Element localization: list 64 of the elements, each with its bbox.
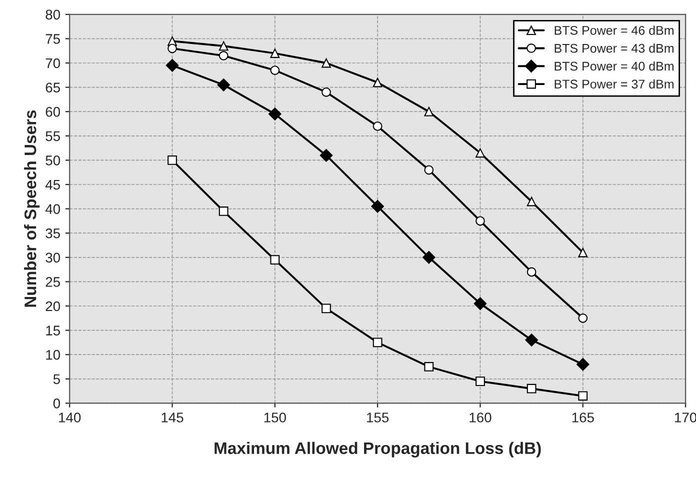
point xyxy=(372,338,382,348)
point xyxy=(476,216,485,226)
point xyxy=(424,165,434,175)
y-tick-label: 15 xyxy=(46,326,60,336)
point xyxy=(424,362,434,372)
point xyxy=(166,59,179,72)
point xyxy=(322,58,331,68)
point xyxy=(322,87,331,97)
point xyxy=(372,78,382,88)
point xyxy=(218,51,228,60)
point xyxy=(218,41,228,51)
y-tick-label: 55 xyxy=(46,131,60,142)
y-tick-label: 20 xyxy=(46,301,60,312)
point xyxy=(268,108,282,120)
y-tick-label: 75 xyxy=(46,34,60,44)
point xyxy=(476,148,485,158)
point xyxy=(424,106,434,116)
x-tick-label: 140 xyxy=(59,412,81,422)
point xyxy=(525,334,538,346)
point xyxy=(270,66,280,75)
x-tick-label: 150 xyxy=(264,412,286,422)
y-tick-label: 30 xyxy=(46,252,60,263)
y-tick-label: 25 xyxy=(46,277,60,287)
point xyxy=(168,156,177,165)
x-tick-label: 155 xyxy=(367,412,389,422)
point xyxy=(526,196,536,206)
y-tick-label: 60 xyxy=(46,106,60,117)
y-tick-label: 80 xyxy=(46,10,60,20)
point xyxy=(476,376,485,386)
y-tick-label: 45 xyxy=(45,180,60,190)
point xyxy=(578,313,588,323)
y-tick-label: 35 xyxy=(46,228,60,238)
point xyxy=(578,248,588,258)
y-axis-title: Number of Speech Users xyxy=(24,110,40,307)
legend-label: BTS Power = 37 dBm xyxy=(554,79,674,89)
point xyxy=(371,200,384,213)
legend-label: BTS Power = 40 dBm xyxy=(554,61,674,71)
point xyxy=(322,304,331,314)
y-tick-label: 40 xyxy=(45,204,60,214)
point xyxy=(526,384,536,394)
x-axis-title: Maximum Allowed Propagation Loss (dB) xyxy=(214,442,541,458)
point xyxy=(270,48,280,58)
point xyxy=(526,267,536,277)
point xyxy=(422,250,436,264)
point xyxy=(168,44,177,54)
point xyxy=(578,391,588,401)
x-tick-label: 165 xyxy=(572,412,594,422)
y-tick-label: 65 xyxy=(46,82,60,92)
point xyxy=(576,358,590,371)
x-tick-label: 145 xyxy=(162,412,184,422)
point xyxy=(270,255,280,265)
y-tick-label: 50 xyxy=(46,156,60,166)
legend-label: BTS Power = 43 dBm xyxy=(554,44,674,53)
point xyxy=(320,148,333,162)
y-tick-label: 0 xyxy=(53,398,60,408)
y-tick-label: 10 xyxy=(46,350,60,360)
point xyxy=(474,297,487,310)
point xyxy=(372,121,382,131)
point xyxy=(217,78,230,92)
legend-label: BTS Power = 46 dBm xyxy=(554,26,674,35)
point xyxy=(218,206,228,216)
y-tick-label: 70 xyxy=(46,58,60,68)
y-tick-label: 5 xyxy=(53,374,60,384)
x-tick-label: 160 xyxy=(470,412,492,422)
